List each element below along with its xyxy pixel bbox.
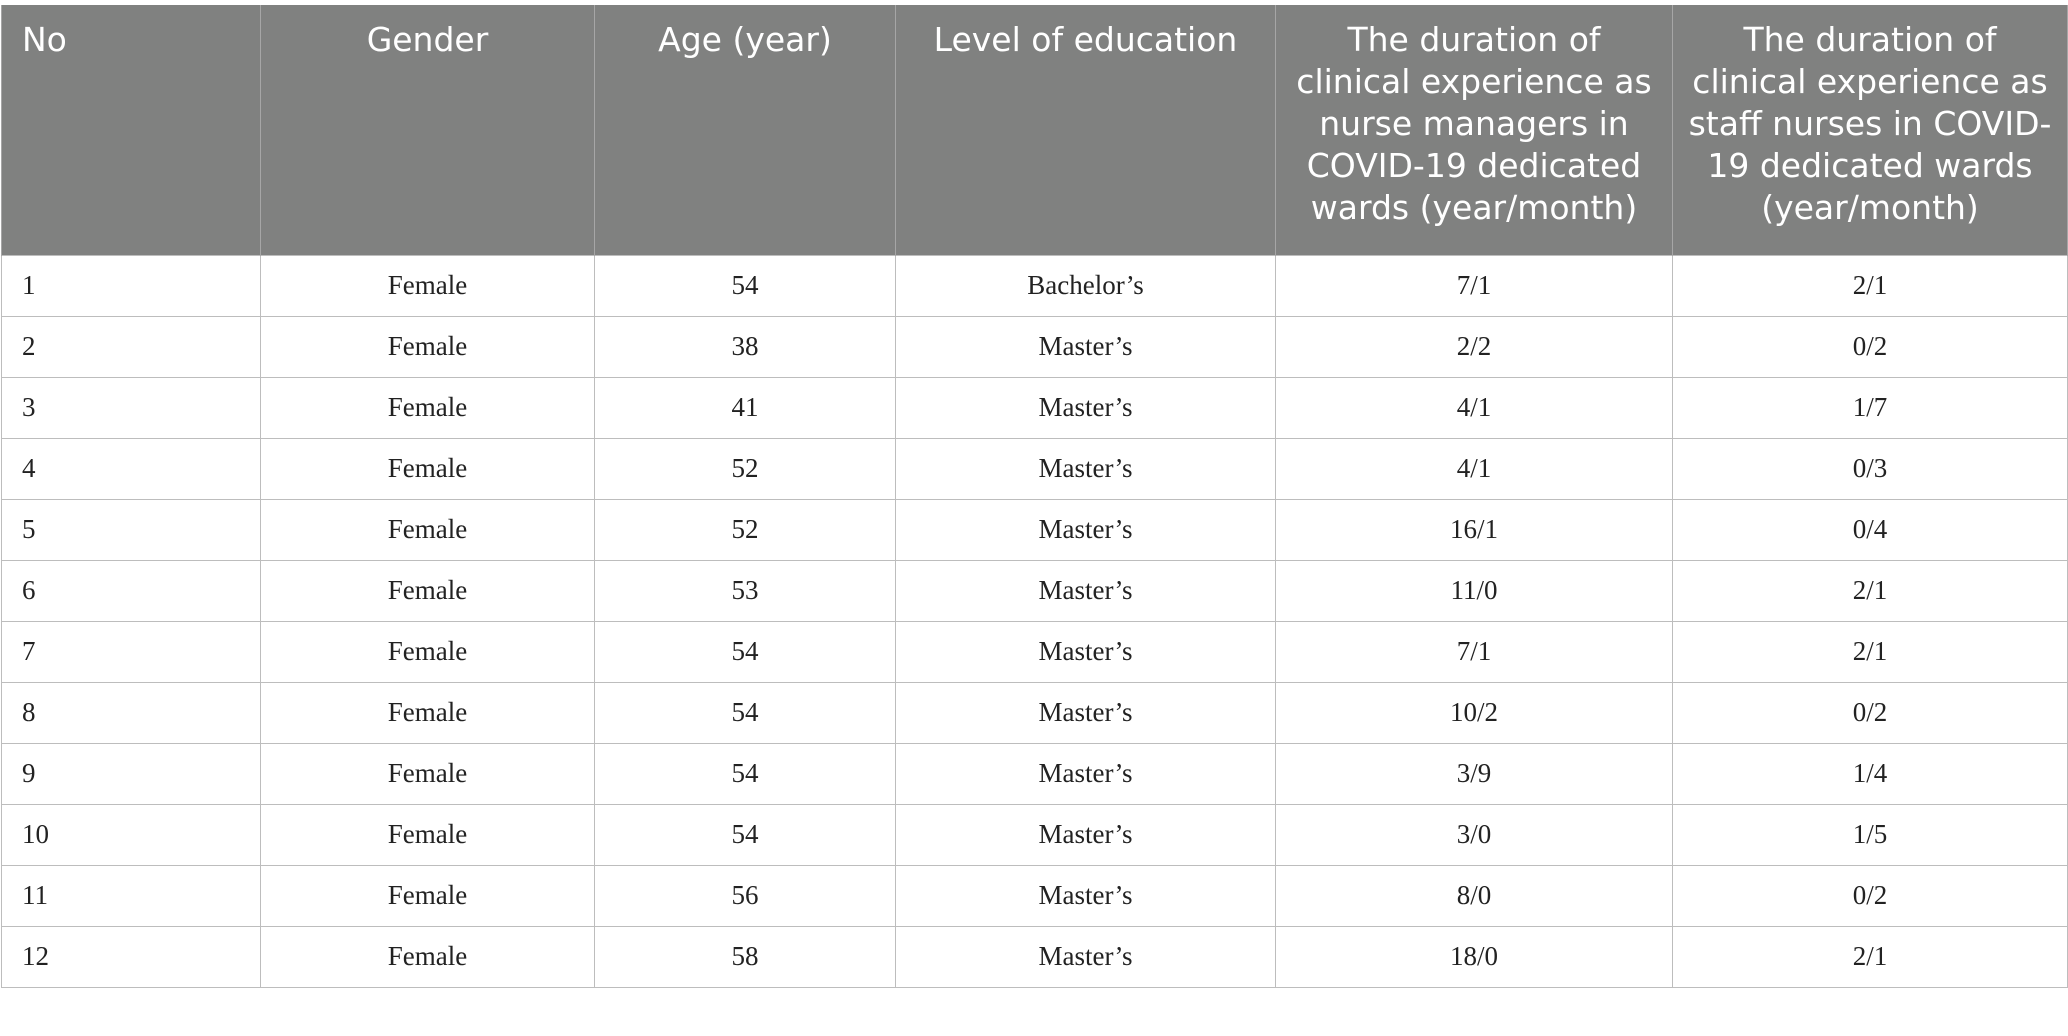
cell-manager-experience: 3/9 [1275,742,1673,805]
cell-age: 53 [594,559,896,622]
cell-staff-experience: 0/4 [1672,498,2068,561]
cell-gender: Female [260,498,595,561]
cell-staff-experience: 2/1 [1672,254,2068,317]
table-row: 9 Female 54 Master’s 3/9 1/4 [1,742,2068,805]
cell-no: 5 [1,498,261,561]
cell-no: 9 [1,742,261,805]
cell-no: 11 [1,864,261,927]
cell-education: Master’s [895,681,1276,744]
cell-no: 1 [1,254,261,317]
cell-staff-experience: 0/2 [1672,315,2068,378]
cell-gender: Female [260,742,595,805]
header-gender: Gender [260,5,595,255]
header-row: No Gender Age (year) Level of education … [1,5,2068,255]
cell-staff-experience: 2/1 [1672,559,2068,622]
cell-no: 2 [1,315,261,378]
cell-gender: Female [260,559,595,622]
cell-manager-experience: 4/1 [1275,437,1673,500]
cell-staff-experience: 1/5 [1672,803,2068,866]
cell-staff-experience: 2/1 [1672,620,2068,683]
cell-age: 38 [594,315,896,378]
header-manager-experience: The duration of clinical experience as n… [1275,5,1673,255]
cell-manager-experience: 11/0 [1275,559,1673,622]
table-body: 1 Female 54 Bachelor’s 7/1 2/1 2 Female 38 Master… [1,254,2068,988]
cell-age: 52 [594,498,896,561]
cell-staff-experience: 2/1 [1672,925,2068,988]
cell-gender: Female [260,254,595,317]
header-staff-experience: The duration of clinical experience as s… [1672,5,2068,255]
cell-age: 56 [594,864,896,927]
cell-education: Master’s [895,559,1276,622]
cell-no: 8 [1,681,261,744]
cell-manager-experience: 7/1 [1275,254,1673,317]
cell-gender: Female [260,620,595,683]
cell-education: Master’s [895,742,1276,805]
cell-manager-experience: 7/1 [1275,620,1673,683]
table-row: 4 Female 52 Master’s 4/1 0/3 [1,437,2068,500]
cell-education: Master’s [895,498,1276,561]
cell-staff-experience: 0/2 [1672,681,2068,744]
table-row: 7 Female 54 Master’s 7/1 2/1 [1,620,2068,683]
table-row: 2 Female 38 Master’s 2/2 0/2 [1,315,2068,378]
header-age: Age (year) [594,5,896,255]
cell-education: Master’s [895,925,1276,988]
cell-gender: Female [260,864,595,927]
table-row: 12 Female 58 Master’s 18/0 2/1 [1,925,2068,988]
participants-table: No Gender Age (year) Level of education … [1,5,2068,988]
cell-gender: Female [260,376,595,439]
cell-age: 54 [594,803,896,866]
cell-manager-experience: 4/1 [1275,376,1673,439]
cell-education: Master’s [895,803,1276,866]
table-header: No Gender Age (year) Level of education … [1,5,2068,255]
cell-no: 4 [1,437,261,500]
table-row: 10 Female 54 Master’s 3/0 1/5 [1,803,2068,866]
cell-age: 52 [594,437,896,500]
header-education: Level of education [895,5,1276,255]
cell-gender: Female [260,437,595,500]
cell-manager-experience: 2/2 [1275,315,1673,378]
cell-education: Master’s [895,315,1276,378]
table-row: 5 Female 52 Master’s 16/1 0/4 [1,498,2068,561]
cell-manager-experience: 8/0 [1275,864,1673,927]
cell-age: 54 [594,681,896,744]
cell-staff-experience: 1/4 [1672,742,2068,805]
header-no: No [1,5,261,255]
cell-age: 58 [594,925,896,988]
cell-age: 54 [594,254,896,317]
cell-no: 3 [1,376,261,439]
cell-gender: Female [260,925,595,988]
cell-no: 6 [1,559,261,622]
table-row: 6 Female 53 Master’s 11/0 2/1 [1,559,2068,622]
cell-manager-experience: 10/2 [1275,681,1673,744]
cell-staff-experience: 0/2 [1672,864,2068,927]
cell-age: 54 [594,620,896,683]
cell-education: Master’s [895,864,1276,927]
cell-gender: Female [260,315,595,378]
cell-gender: Female [260,681,595,744]
cell-no: 10 [1,803,261,866]
cell-staff-experience: 1/7 [1672,376,2068,439]
table-row: 3 Female 41 Master’s 4/1 1/7 [1,376,2068,439]
cell-manager-experience: 16/1 [1275,498,1673,561]
cell-education: Bachelor’s [895,254,1276,317]
table-row: 8 Female 54 Master’s 10/2 0/2 [1,681,2068,744]
cell-age: 54 [594,742,896,805]
cell-no: 12 [1,925,261,988]
cell-staff-experience: 0/3 [1672,437,2068,500]
cell-education: Master’s [895,437,1276,500]
cell-manager-experience: 3/0 [1275,803,1673,866]
cell-gender: Female [260,803,595,866]
cell-age: 41 [594,376,896,439]
table-row: 1 Female 54 Bachelor’s 7/1 2/1 [1,254,2068,317]
cell-no: 7 [1,620,261,683]
table-row: 11 Female 56 Master’s 8/0 0/2 [1,864,2068,927]
cell-education: Master’s [895,620,1276,683]
cell-education: Master’s [895,376,1276,439]
cell-manager-experience: 18/0 [1275,925,1673,988]
